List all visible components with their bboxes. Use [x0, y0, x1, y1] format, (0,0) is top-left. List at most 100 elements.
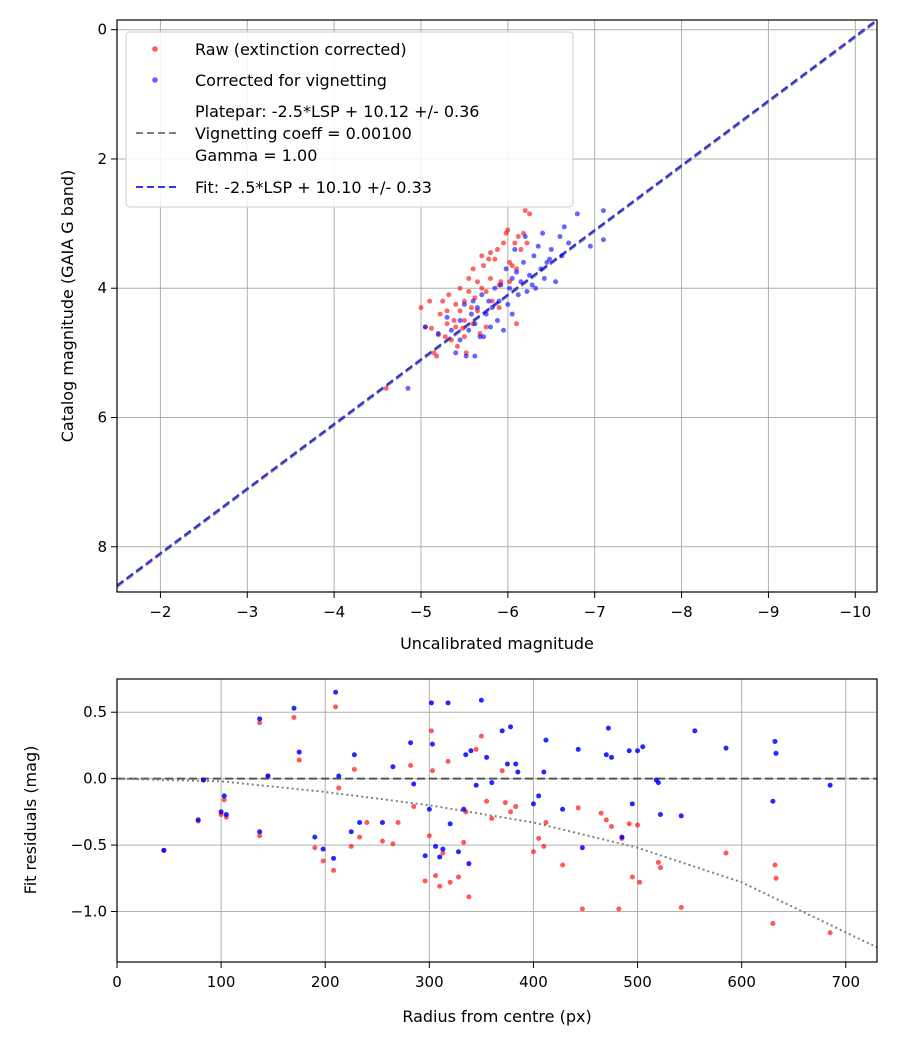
bottom-corrected-point: [195, 817, 201, 823]
bottom-corrected-point: [428, 700, 434, 706]
bottom-corrected-point: [333, 689, 339, 695]
bottom-raw-point: [575, 805, 581, 811]
top-corrected-point: [457, 318, 463, 324]
bottom-raw-point: [657, 865, 663, 871]
bottom-corrected-point: [161, 847, 167, 853]
bottom-raw-point: [484, 798, 490, 804]
top-raw-point: [434, 353, 440, 359]
bottom-plot-frame: [116, 678, 878, 963]
top-x-tick-label: −6: [497, 603, 519, 621]
top-corrected-point: [587, 243, 593, 249]
bottom-corrected-point: [515, 769, 521, 775]
top-raw-point: [466, 288, 472, 294]
top-raw-point: [444, 308, 450, 314]
bottom-raw-point: [351, 766, 357, 772]
top-y-tick-label: 8: [97, 538, 107, 556]
top-raw-point: [479, 285, 485, 291]
bottom-corrected-point: [351, 752, 357, 758]
top-corrected-point: [553, 279, 559, 285]
top-corrected-point: [520, 259, 526, 265]
bottom-raw-point: [433, 873, 439, 879]
bottom-corrected-point: [468, 748, 474, 754]
top-raw-point: [481, 263, 487, 269]
bottom-corrected-point: [296, 749, 302, 755]
top-raw-point: [527, 211, 533, 217]
top-corrected-point: [481, 334, 487, 340]
legend-fit-label: Fit: -2.5*LSP + 10.10 +/- 0.33: [195, 178, 432, 197]
bottom-corrected-point: [447, 821, 453, 827]
top-corrected-point: [600, 237, 606, 243]
bottom-corrected-point: [408, 740, 414, 746]
top-x-tick-label: −9: [757, 603, 779, 621]
top-corrected-point: [518, 279, 524, 285]
bottom-reference-lines: [116, 777, 878, 949]
bottom-y-tick-label: −0.5: [71, 836, 107, 854]
bottom-corrected-point: [508, 724, 514, 730]
bottom-raw-point: [291, 715, 297, 721]
bottom-y-axis-label: Fit residuals (mag): [21, 746, 40, 895]
top-x-ticks: −2 −3 −4 −5 −6 −7 −8 −9 −10: [149, 592, 871, 621]
legend-raw-marker: [152, 46, 158, 52]
top-y-tick-label: 0: [97, 21, 107, 39]
top-raw-point: [470, 266, 476, 272]
bottom-raw-point: [536, 835, 542, 841]
bottom-raw-point: [461, 839, 467, 845]
bottom-corrected-point: [655, 780, 661, 786]
top-raw-point: [453, 301, 459, 307]
top-raw-point: [418, 305, 424, 311]
bottom-y-tick-label: 0.0: [83, 770, 107, 788]
top-corrected-point: [444, 314, 450, 320]
top-corrected-point: [533, 285, 539, 291]
top-x-tick-label: −4: [323, 603, 345, 621]
bottom-raw-point: [543, 819, 549, 825]
top-y-ticks: 0 2 4 6 8: [97, 21, 117, 556]
bottom-corrected-point: [336, 773, 342, 779]
bottom-corrected-point: [221, 793, 227, 799]
top-raw-point: [494, 246, 500, 252]
top-x-tick-label: −5: [410, 603, 432, 621]
top-corrected-point: [496, 298, 502, 304]
bottom-raw-point: [445, 758, 451, 764]
bottom-raw-point: [320, 858, 326, 864]
top-corrected-point: [405, 385, 411, 391]
top-corrected-point: [505, 301, 511, 307]
top-raw-point: [479, 253, 485, 259]
top-raw-point: [444, 321, 450, 327]
top-raw-point: [522, 208, 528, 214]
bottom-corrected-point: [257, 716, 263, 722]
top-x-tick-label: −2: [149, 603, 171, 621]
bottom-raw-point: [626, 821, 632, 827]
top-corrected-point: [574, 211, 580, 217]
top-corrected-point: [527, 272, 533, 278]
legend-vignetting-label: Vignetting coeff = 0.00100: [195, 124, 412, 143]
bottom-raw-point: [655, 859, 661, 865]
bottom-corrected-point: [773, 750, 779, 756]
top-corrected-point: [501, 327, 507, 333]
top-raw-point: [440, 298, 446, 304]
top-y-axis-label: Catalog magnitude (GAIA G band): [58, 170, 77, 442]
legend-platepar-label: Platepar: -2.5*LSP + 10.12 +/- 0.36: [195, 102, 479, 121]
bottom-x-tick-label: 700: [831, 973, 860, 991]
bottom-corrected-point: [513, 761, 519, 767]
bottom-raw-point: [466, 894, 472, 900]
top-raw-point: [451, 318, 457, 324]
bottom-raw-point: [609, 823, 615, 829]
top-raw-point: [453, 324, 459, 330]
top-corrected-point: [512, 246, 518, 252]
bottom-corrected-point: [422, 853, 428, 859]
top-raw-point: [442, 334, 448, 340]
bottom-corrected-point: [473, 782, 479, 788]
bottom-corrected-point: [560, 806, 566, 812]
top-corrected-point: [468, 311, 474, 317]
bottom-corrected-point: [320, 846, 326, 852]
top-raw-point: [492, 256, 498, 262]
bottom-raw-point: [331, 867, 337, 873]
top-raw-point: [468, 305, 474, 311]
top-corrected-point: [492, 285, 498, 291]
bottom-raw-point: [489, 816, 495, 822]
bottom-raw-point: [357, 834, 363, 840]
bottom-raw-point: [348, 843, 354, 849]
top-raw-point: [460, 325, 466, 331]
top-raw-point: [483, 324, 489, 330]
